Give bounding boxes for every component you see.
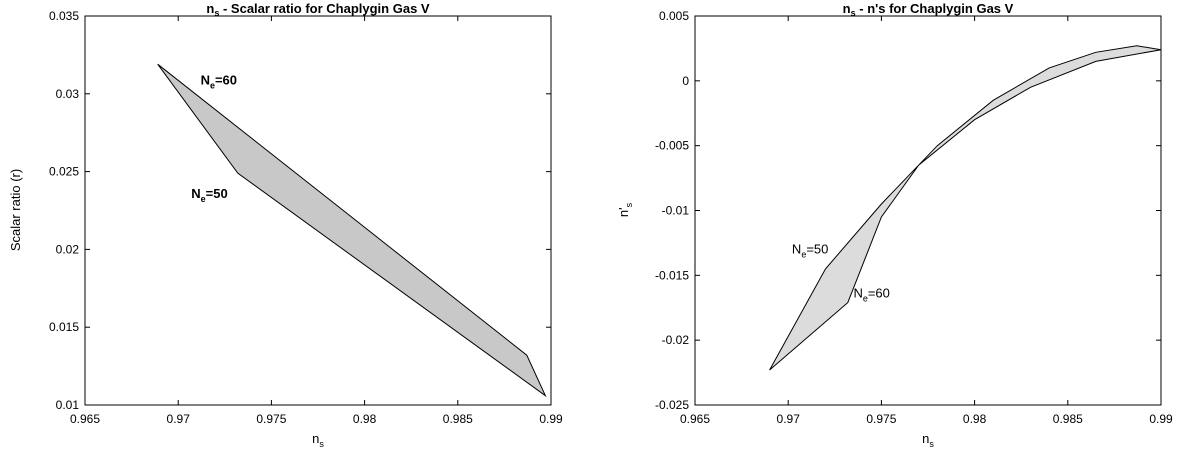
region-ns-nprime	[769, 45, 1162, 371]
y-tick-label: 0.015	[49, 320, 79, 334]
x-tick-label: 0.98	[963, 412, 987, 426]
y-tick-label: -0.01	[662, 204, 690, 218]
x-tick-label: 0.99	[1149, 412, 1173, 426]
x-axis-label-right: ns	[922, 431, 934, 449]
y-tick-label: 0.035	[49, 9, 79, 23]
y-tick-label: 0.02	[56, 242, 80, 256]
y-tick-label: 0	[682, 74, 689, 88]
y-tick-label: -0.02	[662, 333, 690, 347]
annotation-label: Ne=60	[853, 285, 889, 303]
y-axis-label-left: Scalar ratio (r)	[8, 169, 23, 251]
y-axis-label-right: n's	[616, 202, 634, 217]
x-tick-label: 0.99	[539, 412, 563, 426]
x-tick-label: 0.975	[256, 412, 286, 426]
x-tick-label: 0.98	[353, 412, 377, 426]
y-tick-label: -0.025	[655, 398, 689, 412]
x-tick-label: 0.97	[777, 412, 801, 426]
annotation-label: Ne=50	[191, 186, 227, 204]
y-tick-label: 0.03	[56, 87, 80, 101]
annotation-label: Ne=60	[201, 72, 237, 90]
y-tick-label: 0.01	[56, 398, 80, 412]
x-tick-label: 0.965	[680, 412, 710, 426]
plot-area-right	[694, 15, 1162, 406]
x-tick-label: 0.975	[866, 412, 896, 426]
y-tick-label: -0.005	[655, 139, 689, 153]
x-tick-label: 0.97	[167, 412, 191, 426]
y-tick-label: 0.025	[49, 165, 79, 179]
y-tick-label: 0.005	[659, 9, 689, 23]
x-tick-label: 0.985	[1053, 412, 1083, 426]
region-scalar-ratio	[157, 63, 547, 398]
chart-title-left: ns - Scalar ratio for Chaplygin Gas V	[206, 1, 430, 18]
y-tick-label: -0.015	[655, 268, 689, 282]
x-tick-label: 0.985	[443, 412, 473, 426]
x-axis-label-left: ns	[312, 431, 324, 449]
x-tick-label: 0.965	[70, 412, 100, 426]
annotation-label: Ne=50	[792, 241, 828, 259]
chart-ns-nprime: 0.965 0.97 0.975 0.98 0.985 0.99 -0.025 -0.02 -…	[616, 1, 1173, 449]
chart-title-right: ns - n's for Chaplygin Gas V	[843, 1, 1014, 18]
chart-scalar-ratio: 0.965 0.97 0.975 0.98 0.985 0.99 0.01 0.015 0.0…	[8, 1, 563, 449]
